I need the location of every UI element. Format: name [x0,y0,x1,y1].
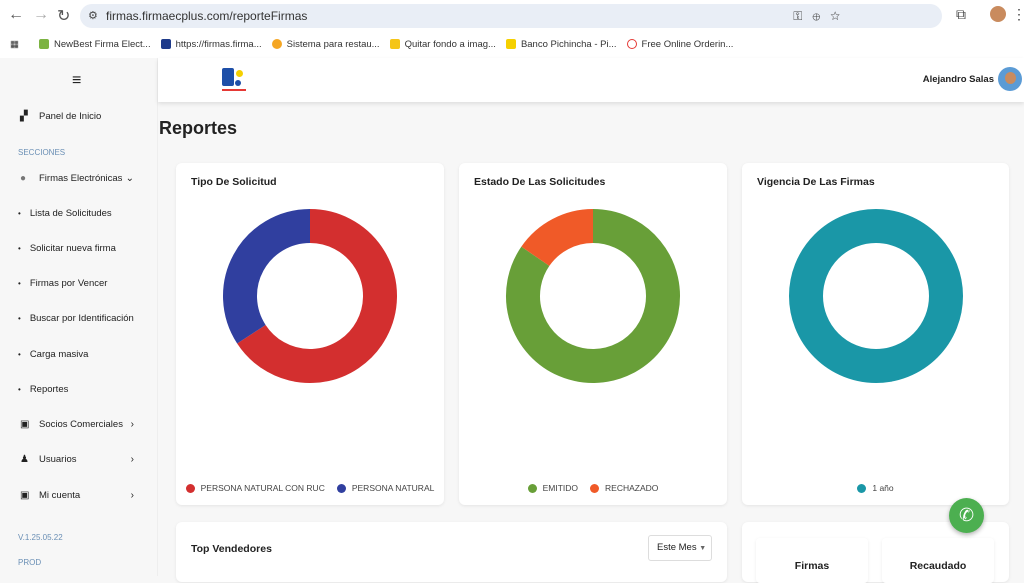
sidebar-subitem[interactable]: • Solicitar nueva firma [18,243,116,254]
sidebar-subitem[interactable]: • Buscar por Identificación [18,313,134,324]
extensions-icon[interactable]: ⧉ [956,6,966,22]
card-tipo-solicitud: Tipo De Solicitud PERSONA NATURAL CON RU… [176,163,444,505]
period-select[interactable]: Este Mes ▼ [648,535,712,561]
briefcase-icon: ▣ [20,419,30,430]
hamburger-menu-icon[interactable]: ≡ [72,72,82,89]
donut-chart [788,209,963,383]
environment: PROD [18,558,42,567]
card-estado-solicitudes: Estado De Las Solicitudes EMITIDO RECHAZ… [459,163,727,505]
dashboard-icon: ▞ [20,111,28,122]
label: Socios Comerciales [39,419,123,430]
chevron-right-icon: › [130,419,134,430]
legend-item[interactable]: EMITIDO [527,483,578,493]
legend: PERSONA NATURAL CON RUC PERSONA NATURAL [176,483,444,493]
bookmark[interactable]: NewBest Firma Elect... [38,36,151,52]
sidebar-subitem[interactable]: • Carga masiva [18,349,89,360]
sidebar-subitem-reportes[interactable]: • Reportes [18,384,69,395]
chevron-right-icon: › [130,490,134,501]
bookmark[interactable]: Banco Pichincha - Pi... [505,36,617,52]
card-top-vendedores: Top Vendedores [176,522,727,582]
label: Firmas por Vencer [29,278,108,289]
label: Firmas Electrónicas [39,173,123,184]
profile-avatar[interactable] [990,6,1006,22]
site-settings-icon[interactable]: ⚙ [88,10,98,22]
firmaecplus-logo[interactable] [220,66,248,94]
fingerprint-icon: ● [20,173,27,184]
legend-item[interactable]: 1 año [857,483,894,493]
chart-title: Estado De Las Solicitudes [474,176,606,188]
legend: EMITIDO RECHAZADO [459,483,727,493]
bookmarks-bar: ▦ NewBest Firma Elect... https://firmas.… [10,36,743,52]
sidebar: ≡ ▞ Panel de Inicio SECCIONES ● Firmas Ele… [0,58,158,576]
section-label: SECCIONES [18,148,66,157]
label: Buscar por Identificación [29,313,134,324]
dropdown-arrow-icon: ▼ [699,545,707,552]
page-title: Reportes [159,118,238,138]
top-bar: Alejandro Salas [158,58,1024,102]
stat-firmas: Firmas [756,538,868,583]
legend: 1 año [742,483,1009,493]
sidebar-subitem[interactable]: • Lista de Solicitudes [18,208,112,219]
sidebar-item-usuarios[interactable]: ♟ Usuarios › [0,454,158,465]
donut-slice-1-año[interactable] [788,209,963,383]
browser-chrome: ← → ↻ ⚙ firmas.firmaecplus.com/reporteFir… [0,0,1024,58]
label: Solicitar nueva firma [29,243,116,254]
chart-title: Tipo De Solicitud [191,176,277,188]
card-title: Top Vendedores [191,543,272,555]
bookmark[interactable]: Quitar fondo a imag... [389,36,496,52]
stat-recaudado: Recaudado [882,538,994,583]
menu-icon[interactable]: ⋮ [1012,6,1024,22]
reload-icon[interactable]: ↻ [57,8,71,25]
sidebar-item-cuenta[interactable]: ▣ Mi cuenta › [0,490,158,501]
label: Usuarios [39,454,77,465]
user-name[interactable]: Alejandro Salas [922,74,994,85]
label: Carga masiva [29,349,89,360]
sidebar-item-firmas[interactable]: ● Firmas Electrónicas ⌄ [0,173,158,184]
apps-icon[interactable]: ▦ [10,38,19,50]
legend-item[interactable]: PERSONA NATURAL CON RUC [185,483,325,493]
address-bar[interactable]: ⚙ firmas.firmaecplus.com/reporteFirmas ⚿⊕… [80,4,942,28]
url-text: firmas.firmaecplus.com/reporteFirmas [106,9,308,23]
donut-slice-persona-natural[interactable] [223,209,311,344]
chevron-down-icon: ⌄ [125,173,134,184]
key-zoom-star-icons[interactable]: ⚿⊕☆ [793,9,850,23]
bookmark[interactable]: Sistema para restau... [271,36,380,52]
label: Reportes [29,384,69,395]
donut-chart [223,209,397,383]
chevron-right-icon: › [130,454,134,465]
label: Panel de Inicio [39,111,102,122]
version: V.1.25.05.22 [18,533,63,542]
account-icon: ▣ [20,490,30,501]
whatsapp-button[interactable]: ✆ [949,498,984,533]
users-icon: ♟ [20,454,29,465]
sidebar-item-home[interactable]: ▞ Panel de Inicio [0,111,158,122]
bookmark[interactable]: Free Online Orderin... [626,36,733,52]
user-avatar[interactable] [998,67,1022,91]
card-vigencia-firmas: Vigencia De Las Firmas 1 año [742,163,1009,505]
sidebar-item-socios[interactable]: ▣ Socios Comerciales › [0,419,158,430]
forward-icon[interactable]: → [33,6,49,23]
donut-slice-emitido[interactable] [506,209,680,383]
bookmark[interactable]: https://firmas.firma... [160,36,262,52]
label: Mi cuenta [39,490,81,501]
back-icon[interactable]: ← [8,6,24,23]
label: Lista de Solicitudes [29,208,112,219]
sidebar-subitem[interactable]: • Firmas por Vencer [18,278,108,289]
donut-slice-persona-natural-con-ruc[interactable] [237,209,397,383]
legend-item[interactable]: RECHAZADO [590,483,658,493]
donut-chart [506,209,680,383]
legend-item[interactable]: PERSONA NATURAL [336,483,434,493]
donut-slice-rechazado[interactable] [521,209,594,267]
chart-title: Vigencia De Las Firmas [757,176,875,188]
